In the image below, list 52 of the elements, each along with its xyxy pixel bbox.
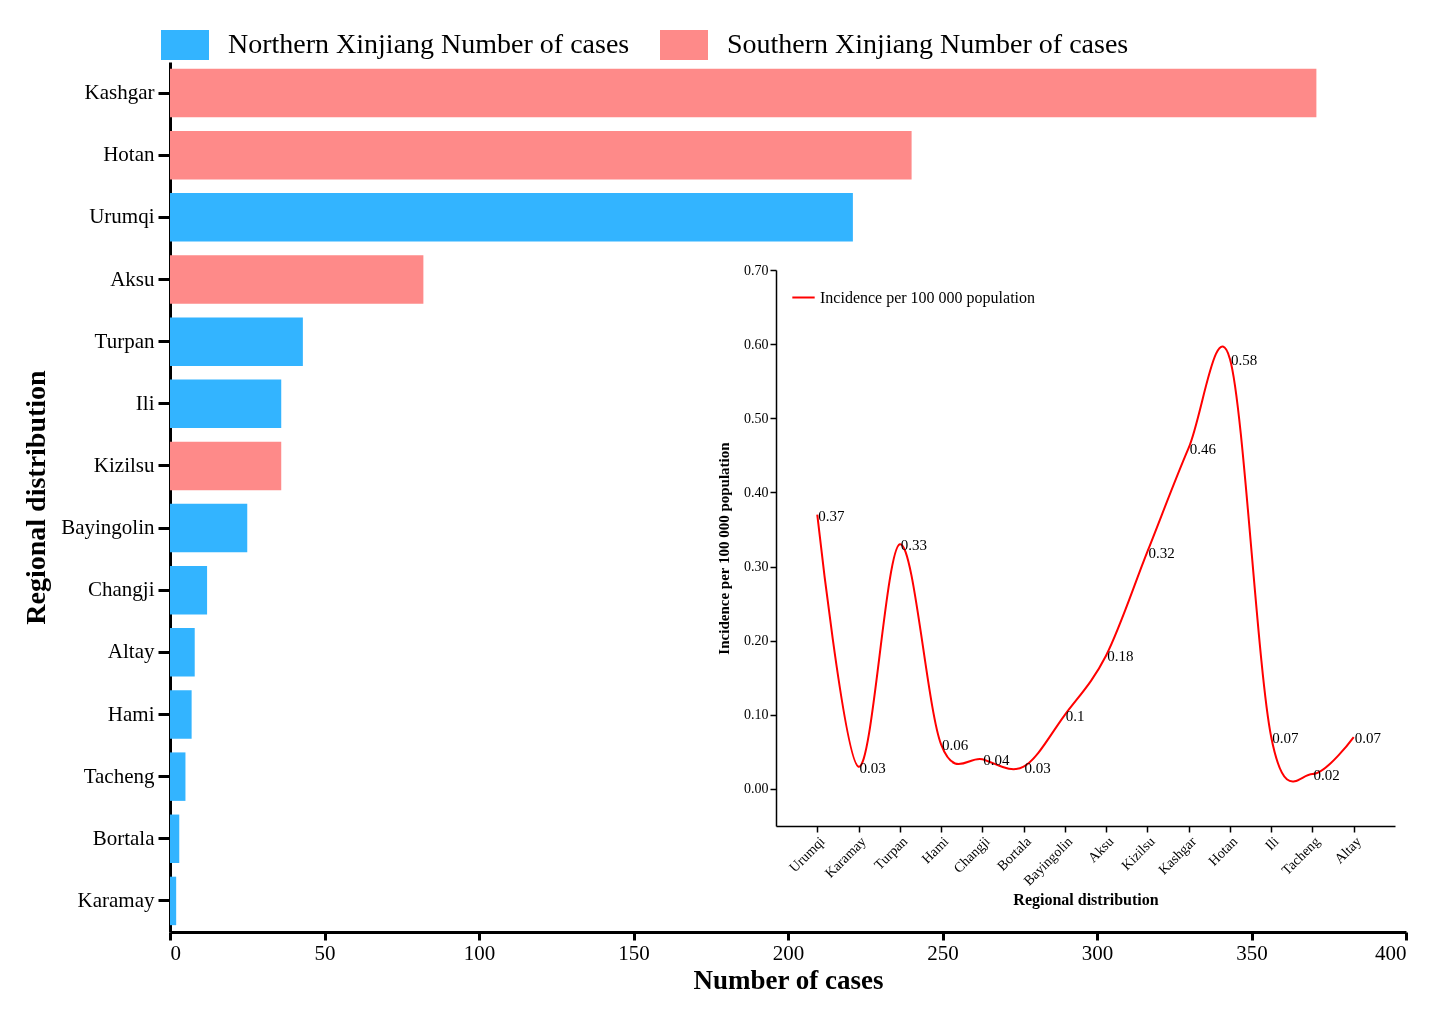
x-tick-label: 400 [1375, 940, 1407, 965]
legend-label: Northern Xinjiang Number of cases [228, 28, 630, 59]
data-label: 0.03 [859, 759, 886, 776]
data-label: 0.37 [818, 507, 846, 524]
x-tick-label: 250 [927, 940, 959, 965]
y-tick-label: Bayingolin [61, 515, 155, 540]
x-axis-title: Number of cases [693, 964, 884, 995]
y-tick-label: Hotan [103, 142, 155, 167]
x-tick-label: 200 [772, 940, 805, 965]
y-tick-label: 0.40 [744, 484, 769, 500]
data-label: 0.18 [1107, 648, 1134, 665]
x-tick-label: 150 [618, 940, 650, 965]
legend-label: Southern Xinjiang Number of cases [727, 28, 1129, 59]
data-label: 0.04 [983, 752, 1011, 769]
y-tick-label: Kashgar [84, 80, 155, 105]
y-tick-label: Aksu [110, 266, 155, 291]
y-tick-label: 0.20 [744, 633, 769, 649]
legend-label: Incidence per 100 000 population [820, 288, 1036, 307]
x-tick-label: Ili [1262, 833, 1282, 854]
x-tick-label: 300 [1081, 940, 1114, 965]
y-tick-label: 0.70 [744, 262, 769, 278]
data-label: 0.58 [1230, 351, 1258, 368]
y-tick-label: Kizilsu [93, 452, 155, 477]
y-tick-label: Urumqi [89, 204, 155, 229]
data-label: 0.33 [900, 537, 928, 554]
x-tick-label: 100 [463, 940, 496, 965]
data-label: 0.02 [1313, 767, 1340, 784]
y-tick-label: 0.10 [744, 707, 769, 723]
y-tick-label: 0.00 [744, 781, 769, 797]
x-axis-title: Regional distribution [1013, 891, 1159, 910]
y-axis-title: Incidence per 100 000 population [716, 441, 732, 655]
y-tick-label: 0.50 [744, 410, 769, 426]
data-label: 0.07 [1354, 730, 1382, 747]
y-tick-label: Ili [135, 390, 155, 415]
data-label: 0.07 [1272, 730, 1299, 747]
data-label: 0.06 [942, 737, 969, 754]
y-tick-label: Altay [107, 639, 155, 664]
x-tick-label: 50 [314, 940, 336, 965]
y-axis-title: Regional distribution [20, 369, 52, 625]
y-tick-label: Turpan [94, 328, 155, 353]
y-tick-label: Changji [88, 577, 155, 602]
y-tick-label: Karamay [77, 887, 155, 912]
y-tick-label: 0.30 [744, 559, 769, 575]
data-label: 0.03 [1024, 759, 1051, 776]
y-tick-label: Tacheng [83, 763, 155, 788]
y-tick-label: Hami [107, 701, 155, 726]
x-tick-label: 0 [170, 940, 181, 965]
data-label: 0.1 [1065, 707, 1085, 724]
y-tick-label: 0.60 [744, 336, 769, 352]
data-label: 0.46 [1189, 440, 1217, 457]
data-label: 0.32 [1148, 544, 1175, 561]
x-tick-label: 350 [1236, 940, 1268, 965]
